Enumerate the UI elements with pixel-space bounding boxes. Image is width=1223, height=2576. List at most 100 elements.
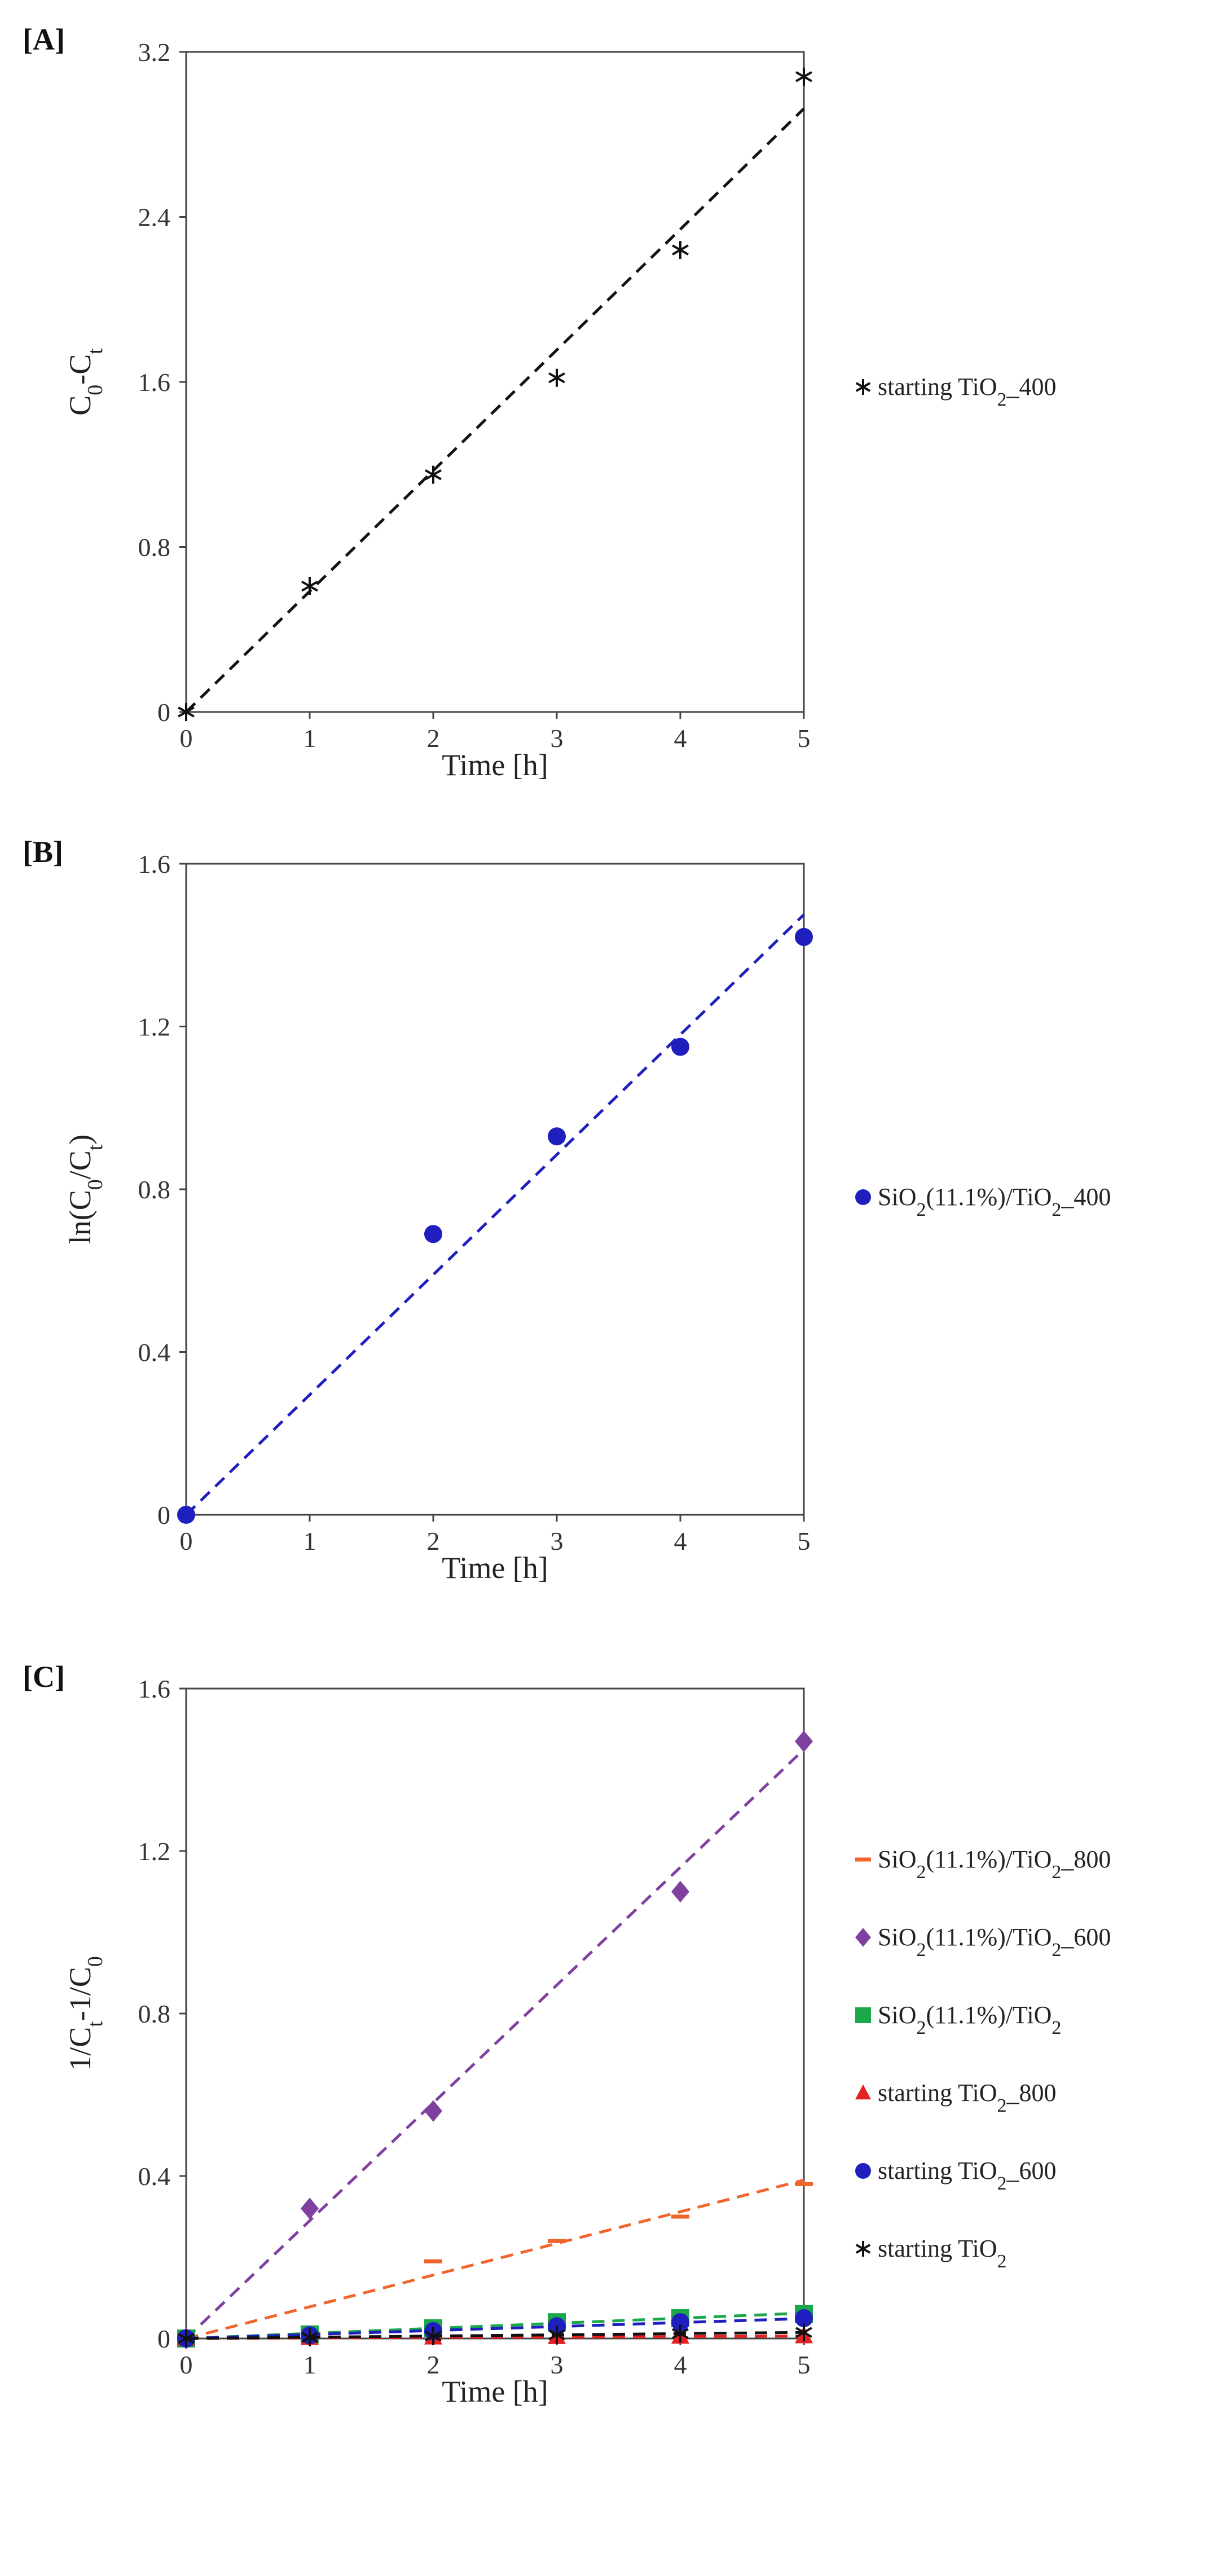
trend-line (186, 2331, 804, 2340)
series-0 (177, 2178, 813, 2341)
y-tick-label: 2.4 (138, 203, 171, 232)
legend-item: starting TiO2 (855, 2235, 1007, 2272)
chart-panel-0: [A] 0 1 2 3 4 5 0 0.8 1.6 2.4 3.2 Time [h] C0-Ct start… (23, 23, 1057, 782)
panel-label: [A] (23, 23, 65, 56)
plot-area (185, 1687, 805, 2340)
data-point (795, 1730, 813, 1752)
y-axis-title: ln(C0/Ct) (63, 1135, 107, 1245)
data-point (795, 67, 812, 86)
data-point (795, 2323, 812, 2342)
y-tick-label: 0 (157, 1501, 170, 1529)
x-axis-title: Time [h] (442, 2375, 548, 2408)
panel-label: [C] (23, 1660, 65, 1694)
x-tick-label: 2 (427, 1527, 440, 1555)
data-point (671, 1880, 689, 1903)
y-tick-label: 0.8 (138, 533, 171, 562)
legend-item: SiO2(11.1%)/TiO2_400 (855, 1183, 1111, 1220)
plot-area (185, 51, 805, 713)
legend-item: starting TiO2_400 (855, 373, 1057, 410)
legend-item: starting TiO2_600 (855, 2157, 1057, 2194)
data-point (548, 368, 565, 387)
y-tick-label: 1.6 (138, 368, 171, 397)
y-axis-title: C0-Ct (63, 348, 107, 416)
y-tick-label: 1.2 (138, 1837, 171, 1866)
data-point (178, 703, 195, 721)
data-point (671, 2313, 689, 2332)
y-tick-label: 1.6 (138, 850, 171, 878)
chart-panel-1: [B] 0 1 2 3 4 5 0 0.4 0.8 1.2 1.6 Time [h] ln(C0/Ct) S… (23, 835, 1111, 1585)
x-tick-label: 3 (551, 1527, 564, 1555)
x-tick-label: 3 (551, 724, 564, 753)
y-axis-title: 1/Ct-1/C0 (63, 1956, 107, 2071)
x-tick-label: 4 (674, 2350, 687, 2379)
series-2 (177, 2305, 813, 2348)
y-tick-label: 0.8 (138, 1175, 171, 1204)
data-point (548, 1127, 566, 1146)
trend-line (185, 107, 805, 713)
data-point (672, 2324, 689, 2343)
data-point (425, 465, 442, 484)
x-tick-label: 1 (303, 1527, 316, 1555)
data-point (301, 2328, 318, 2346)
chart-panel-2: [C] 0 1 2 3 4 5 0 0.4 0.8 1.2 1.6 Time [h] 1/Ct-1/C0 S… (23, 1660, 1111, 2408)
x-tick-label: 1 (303, 724, 316, 753)
panel-label: [B] (23, 835, 63, 869)
x-tick-label: 2 (427, 724, 440, 753)
legend-label: SiO2(11.1%)/TiO2_400 (878, 1183, 1111, 1220)
x-tick-label: 0 (180, 1527, 193, 1555)
trend-line (186, 2178, 804, 2340)
x-axis-title: Time [h] (442, 748, 548, 782)
legend-label: starting TiO2_400 (878, 373, 1057, 410)
legend-item: SiO2(11.1%)/TiO2_800 (855, 1845, 1111, 1883)
data-point (548, 2326, 565, 2344)
data-point (795, 2309, 813, 2327)
plot-area (185, 863, 805, 1516)
y-tick-label: 0.8 (138, 1999, 171, 2028)
data-point (424, 1225, 442, 1243)
y-tick-label: 0.4 (138, 1338, 171, 1367)
x-tick-label: 1 (303, 2350, 316, 2379)
data-point (301, 2197, 319, 2219)
y-tick-label: 0 (157, 2324, 170, 2353)
legend-label: SiO2(11.1%)/TiO2_800 (878, 1845, 1111, 1883)
x-tick-label: 3 (551, 2350, 564, 2379)
legend-item: SiO2(11.1%)/TiO2_600 (855, 1923, 1111, 1960)
legend-label: starting TiO2_800 (878, 2079, 1057, 2116)
legend-label: starting TiO2 (878, 2235, 1007, 2272)
data-point (425, 2327, 442, 2345)
trend-line (185, 1748, 805, 2340)
series-5 (178, 2323, 812, 2348)
y-tick-label: 1.6 (138, 1674, 171, 1703)
x-tick-label: 4 (674, 1527, 687, 1555)
x-tick-label: 2 (427, 2350, 440, 2379)
y-tick-label: 0 (157, 698, 170, 727)
data-point (672, 241, 689, 259)
series-0 (178, 67, 812, 721)
data-point (178, 2329, 195, 2348)
x-axis-title: Time [h] (442, 1551, 548, 1585)
legend-item: starting TiO2_800 (855, 2079, 1057, 2116)
data-point (301, 577, 318, 595)
x-tick-label: 5 (798, 724, 811, 753)
x-tick-label: 0 (180, 724, 193, 753)
x-tick-label: 4 (674, 724, 687, 753)
trend-line (185, 913, 805, 1516)
data-point (795, 927, 813, 946)
data-point (177, 1506, 195, 1524)
data-point (671, 1038, 689, 1056)
legend-label: SiO2(11.1%)/TiO2_600 (878, 1923, 1111, 1960)
data-point (424, 2100, 442, 2122)
trend-line (186, 2317, 804, 2340)
x-tick-label: 5 (798, 1527, 811, 1555)
legend-label: starting TiO2_600 (878, 2157, 1057, 2194)
series-1 (177, 1730, 813, 2350)
x-tick-label: 0 (180, 2350, 193, 2379)
y-tick-label: 0.4 (138, 2162, 171, 2191)
legend-label: SiO2(11.1%)/TiO2 (878, 2001, 1061, 2038)
x-tick-label: 5 (798, 2350, 811, 2379)
series-0 (177, 913, 813, 1524)
y-tick-label: 3.2 (138, 38, 171, 67)
y-tick-label: 1.2 (138, 1013, 171, 1041)
legend-item: SiO2(11.1%)/TiO2 (855, 2001, 1061, 2038)
